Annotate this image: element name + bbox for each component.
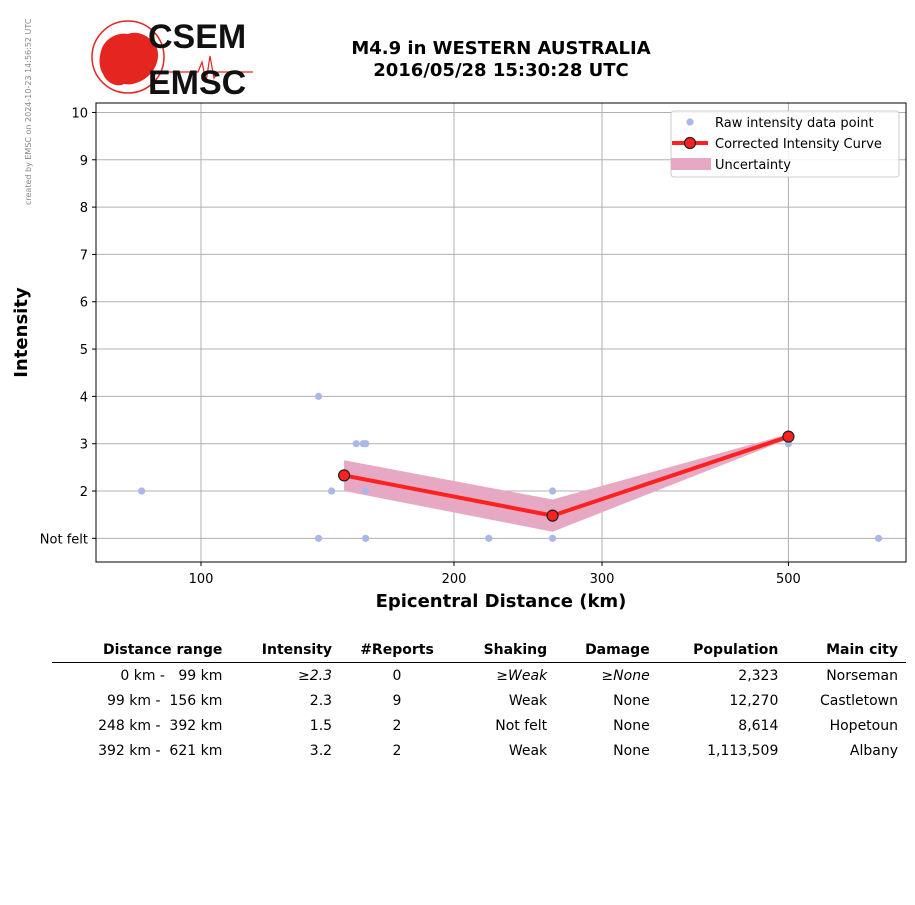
table-cell: 0 km - 99 km: [120, 667, 223, 684]
intensity-table: Distance range Intensity #Reports Shaking Da…: [52, 640, 906, 763]
raw-data-point: [548, 534, 557, 542]
table-cell: 1.5: [309, 717, 333, 734]
logo-text-csem: CSEM: [148, 18, 246, 56]
uncertainty-band: [344, 434, 789, 532]
raw-data-point: [548, 487, 557, 495]
table-header-row: Distance range Intensity #Reports Shaking Da…: [52, 640, 906, 663]
table-cell: 99 km - 156 km: [107, 692, 223, 709]
logo-seismogram-line: [154, 55, 253, 83]
table-cell: 2,323: [738, 667, 779, 684]
legend-band-swatch: [671, 158, 711, 170]
header-intensity: Intensity: [230, 640, 341, 663]
table-cell: ≥None: [601, 667, 650, 684]
legend-entry-label: Raw intensity data point: [715, 116, 874, 131]
y-tick-label: 4: [80, 390, 88, 405]
y-tick-label: 7: [80, 248, 88, 263]
raw-data-point: [485, 534, 493, 542]
x-axis-label: Epicentral Distance (km): [376, 591, 627, 612]
title-line-datetime: 2016/05/28 15:30:28 UTC: [373, 60, 629, 81]
y-axis-label: Intensity: [11, 287, 32, 378]
raw-data-point: [874, 534, 883, 542]
intensity-chart: Not felt 2 3 4 5 6 7 8 9 10 100 200 300 500 Epicentral…: [11, 102, 907, 612]
y-tick-label: 10: [71, 106, 88, 121]
header-distance-range: Distance range: [52, 640, 231, 663]
table-cell: None: [613, 717, 650, 734]
x-tick-label: 200: [442, 572, 467, 587]
raw-data-point: [327, 487, 336, 495]
table-cell: 1,113,509: [707, 742, 779, 759]
table-cell: None: [613, 692, 650, 709]
table-cell: Castletown: [819, 692, 898, 709]
table-cell: Albany: [849, 742, 898, 759]
table-cell: Not felt: [495, 717, 548, 734]
header-damage: Damage: [555, 640, 658, 663]
y-tick-label: 9: [80, 154, 88, 169]
table-cell: Norseman: [826, 667, 898, 684]
table-cell: 248 km - 392 km: [98, 717, 223, 734]
x-tick-label: 300: [590, 572, 615, 587]
raw-data-point: [362, 440, 370, 448]
chart-title: M4.9 in WESTERN AUSTRALIA 2016/05/28 15:…: [300, 38, 702, 82]
logo-globe: [91, 20, 165, 94]
csem-emsc-logo: CSEM EMSC: [91, 18, 253, 100]
y-tick-label: 6: [80, 296, 88, 311]
table-cell: Weak: [508, 692, 548, 709]
table-cell: ≥2.3: [298, 667, 333, 684]
table-cell: 0: [392, 667, 402, 684]
logo-map-shape: [99, 32, 159, 86]
y-tick-label: 5: [80, 343, 88, 358]
legend-box: [670, 110, 900, 178]
title-line-event: M4.9 in WESTERN AUSTRALIA: [351, 38, 651, 59]
table-row: 0 km - 99 km ≥2.3 0 ≥Weak ≥None 2,323 Norseman: [52, 663, 906, 689]
y-tick-label: 2: [80, 485, 88, 500]
table-cell: Weak: [508, 742, 548, 759]
table-cell: 9: [392, 692, 402, 709]
header-reports: #Reports: [340, 640, 454, 663]
table-cell: Hopetoun: [829, 717, 898, 734]
table-row: 99 km - 156 km 2.3 9 Weak None 12,270 Castleto…: [52, 688, 906, 713]
table-cell: None: [613, 742, 650, 759]
header-main-city: Main city: [786, 640, 906, 663]
raw-data-point: [314, 534, 323, 542]
raw-data-point: [362, 534, 370, 542]
header-shaking: Shaking: [453, 640, 556, 663]
raw-data-point: [138, 487, 146, 495]
table-cell: 2.3: [309, 692, 333, 709]
plot-frame: [95, 102, 907, 563]
table-cell: 3.2: [309, 742, 333, 759]
x-tick-label: 500: [776, 572, 801, 587]
table-cell: 2: [392, 742, 402, 759]
table-cell: 392 km - 621 km: [98, 742, 223, 759]
y-tick-label: 3: [80, 438, 88, 453]
curve-marker: [337, 469, 351, 482]
curve-marker: [782, 430, 795, 443]
legend-entry-label: Corrected Intensity Curve: [715, 137, 882, 152]
y-tick-label: Not felt: [40, 532, 88, 547]
raw-data-point: [362, 487, 370, 495]
table-cell: 8,614: [738, 717, 779, 734]
table-row: 392 km - 621 km 3.2 2 Weak None 1,113,509 Alba…: [52, 738, 906, 763]
raw-data-point: [352, 440, 360, 448]
logo-text-emsc: EMSC: [148, 64, 246, 100]
table-body: 0 km - 99 km ≥2.3 0 ≥Weak ≥None 2,323 Norseman…: [52, 663, 906, 764]
raw-data-point: [314, 392, 323, 400]
legend-entry-label: Uncertainty: [715, 158, 791, 173]
header-population: Population: [657, 640, 787, 663]
table-row: 248 km - 392 km 1.5 2 Not felt None 8,614 Hope…: [52, 713, 906, 738]
table-cell: ≥Weak: [496, 667, 548, 684]
x-tick-label: 100: [189, 572, 214, 587]
legend: Raw intensity data point Corrected Intens…: [670, 110, 900, 178]
legend-curve-marker: [683, 136, 697, 150]
y-tick-label: 8: [80, 201, 88, 216]
curve-marker: [546, 509, 559, 522]
legend-raw-marker: [686, 118, 694, 126]
table-cell: 2: [392, 717, 402, 734]
table-cell: 12,270: [729, 692, 779, 709]
